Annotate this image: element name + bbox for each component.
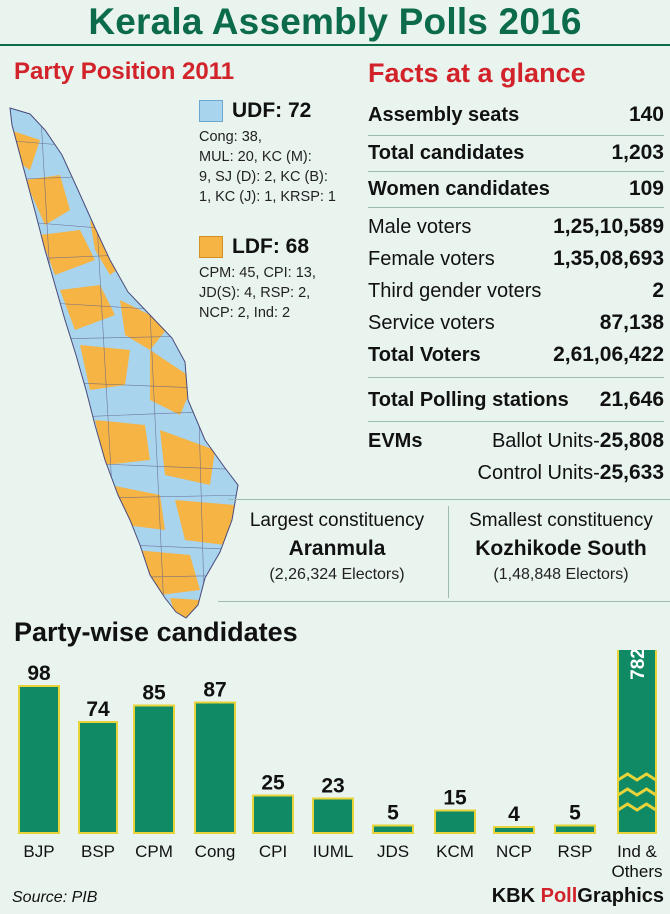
value-label: 74 xyxy=(86,698,110,721)
value-label: 5 xyxy=(387,802,399,825)
category-label: KCM xyxy=(436,842,474,861)
value-label: 25 xyxy=(261,772,285,795)
fact-row: Women candidates 109 xyxy=(368,177,664,200)
evm-control-row: Control Units-25,633 xyxy=(477,461,665,484)
value-label: 4 xyxy=(508,803,520,826)
category-label: IUML xyxy=(313,842,354,861)
bar-ind-others xyxy=(617,650,657,834)
fact-row: Female voters 1,35,08,693 xyxy=(368,247,664,270)
fact-row: Service voters 87,138 xyxy=(368,311,664,334)
bar-rsp xyxy=(554,824,596,834)
smallest-constituency: Smallest constituency Kozhikode South (1… xyxy=(469,510,653,583)
fact-row: Male voters 1,25,10,589 xyxy=(368,215,664,238)
udf-legend-swatch xyxy=(199,100,223,122)
constituency-bottom-rule xyxy=(218,601,670,602)
divider xyxy=(368,207,664,208)
value-label: 5 xyxy=(569,802,581,825)
bar-jds xyxy=(372,824,414,834)
evm-ballot-row: EVMs Ballot Units-25,808 xyxy=(368,429,664,452)
fact-row: Third gender voters 2 xyxy=(368,279,664,302)
category-label: CPM xyxy=(135,842,173,861)
source-note: Source: PIB xyxy=(12,889,98,906)
value-label: 15 xyxy=(443,787,467,810)
page-title: Kerala Assembly Polls 2016 xyxy=(88,1,582,42)
category-label: NCP xyxy=(496,842,532,861)
bar-cong xyxy=(194,701,236,834)
category-label: BJP xyxy=(23,842,54,861)
category-label: RSP xyxy=(558,842,593,861)
value-label: 98 xyxy=(27,662,51,685)
fact-row: Total candidates 1,203 xyxy=(368,141,664,164)
bar-kcm xyxy=(434,809,476,834)
largest-constituency: Largest constituency Aranmula (2,26,324 … xyxy=(249,510,425,583)
fact-row: Total Polling stations 21,646 xyxy=(368,388,664,411)
axis-break-mark xyxy=(617,772,657,782)
facts-heading: Facts at a glance xyxy=(368,58,586,88)
value-label: 85 xyxy=(142,682,166,705)
category-label: CPI xyxy=(259,842,287,861)
value-label: 23 xyxy=(321,775,344,798)
title-rule xyxy=(0,44,670,46)
value-label: 87 xyxy=(203,679,226,702)
bar-bjp xyxy=(18,685,60,834)
fact-row: Assembly seats 140 xyxy=(368,103,664,126)
ldf-legend-swatch xyxy=(199,236,223,258)
divider xyxy=(368,171,664,172)
axis-break-mark xyxy=(617,802,657,812)
category-label: Cong xyxy=(195,842,236,861)
fact-row: Total Voters 2,61,06,422 xyxy=(368,343,664,366)
chart-title: Party-wise candidates xyxy=(14,617,298,647)
constituency-top-rule xyxy=(228,499,670,500)
category-label: Others xyxy=(611,862,662,880)
kerala-map xyxy=(9,107,239,619)
bar-iuml xyxy=(312,797,354,834)
divider xyxy=(368,377,664,378)
axis-break-mark xyxy=(617,787,657,797)
party-candidates-chart: 98 BJP 74 BSP 85 CPM 87 Cong 25 CPI 23 IUML 5 JDS 15 KC… xyxy=(18,650,663,880)
category-label: Ind & xyxy=(617,842,657,861)
udf-detail: Cong: 38, MUL: 20, KC (M): 9, SJ (D): 2,… xyxy=(199,129,336,205)
value-label: 782 xyxy=(628,650,649,680)
party-position-heading: Party Position 2011 xyxy=(14,58,235,85)
divider xyxy=(368,135,664,136)
ldf-legend-label: LDF: 68 xyxy=(232,235,310,258)
category-label: JDS xyxy=(377,842,409,861)
ldf-detail: CPM: 45, CPI: 13, JD(S): 4, RSP: 2, NCP:… xyxy=(199,265,316,321)
brand-logo: KBK PollGraphics xyxy=(491,885,664,907)
divider xyxy=(368,421,664,422)
category-label: BSP xyxy=(81,842,115,861)
bar-ncp xyxy=(493,826,535,834)
bar-bsp xyxy=(78,721,118,834)
bar-cpi xyxy=(252,794,294,834)
constituency-divider xyxy=(448,506,449,598)
udf-legend-label: UDF: 72 xyxy=(232,99,312,122)
bar-cpm xyxy=(133,704,175,834)
